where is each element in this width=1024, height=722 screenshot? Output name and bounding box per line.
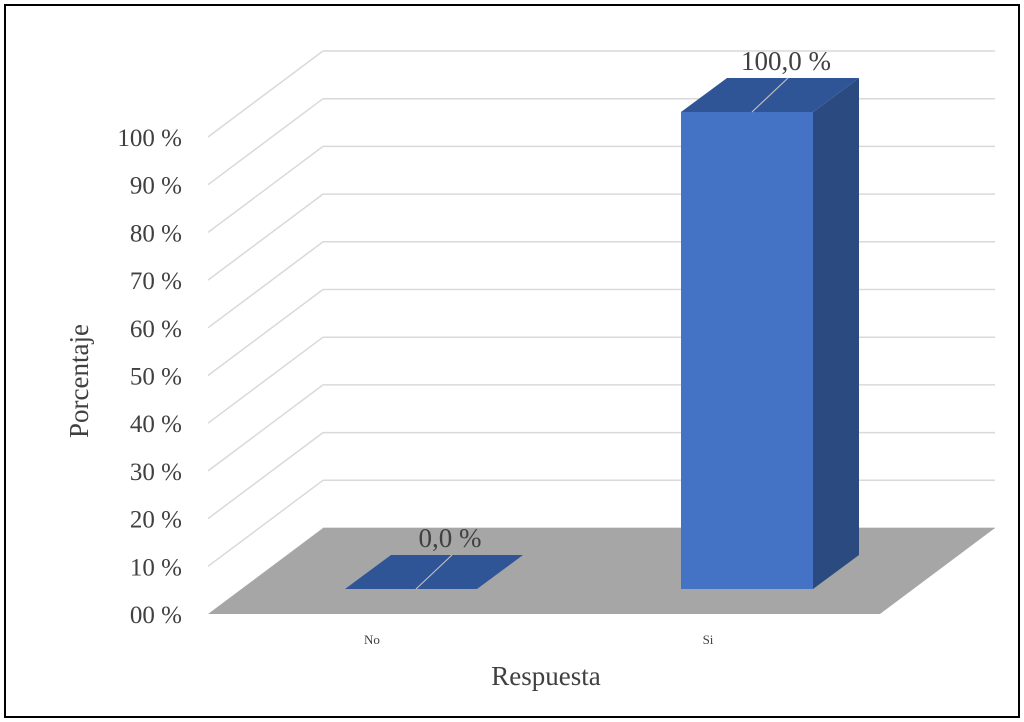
y-tick-label: 70 % — [130, 268, 182, 295]
gridline-diagonal — [207, 50, 324, 138]
bar-front — [681, 112, 813, 589]
floor-plane — [208, 528, 995, 614]
y-tick-label: 50 % — [130, 364, 182, 391]
gridline-diagonal — [207, 336, 324, 424]
y-tick-label: 80 % — [130, 220, 182, 247]
gridline-diagonal — [207, 479, 324, 567]
data-label: 0,0 % — [419, 523, 482, 553]
chart-floor — [208, 528, 995, 614]
bar: 0,0 % — [345, 523, 523, 590]
bars: 0,0 % 100,0 % — [345, 46, 859, 590]
y-tick-label: 20 % — [130, 507, 182, 534]
data-label-leader — [415, 554, 453, 590]
gridline-diagonal — [207, 241, 324, 329]
x-axis-title: Respuesta — [491, 661, 600, 691]
gridline-diagonal — [207, 193, 324, 281]
x-tick-label: Si — [703, 632, 714, 647]
gridline-diagonal — [207, 98, 324, 186]
y-tick-label: 00 % — [130, 602, 182, 629]
x-axis-ticks: No Si — [364, 632, 714, 647]
y-tick-label: 30 % — [130, 459, 182, 486]
gridline-diagonal — [207, 384, 324, 472]
y-axis-title: Porcentaje — [64, 324, 94, 438]
gridline-diagonal — [207, 145, 324, 234]
data-label: 100,0 % — [741, 46, 831, 76]
y-tick-label: 100 % — [117, 125, 182, 152]
gridlines — [207, 50, 995, 567]
bar: 100,0 % — [681, 46, 859, 589]
bar-side — [813, 78, 859, 589]
x-tick-label: No — [364, 632, 380, 647]
gridline-diagonal — [207, 288, 324, 377]
y-tick-label: 90 % — [130, 173, 182, 200]
y-tick-label: 10 % — [130, 554, 182, 581]
y-tick-label: 60 % — [130, 316, 182, 343]
y-tick-label: 40 % — [130, 411, 182, 438]
y-axis-ticks: 00 % 10 % 20 % 30 % 40 % 50 % 60 % 70 % 80 % 90 %… — [117, 125, 182, 629]
data-label-leader — [751, 77, 789, 113]
gridline-diagonal — [207, 431, 324, 520]
